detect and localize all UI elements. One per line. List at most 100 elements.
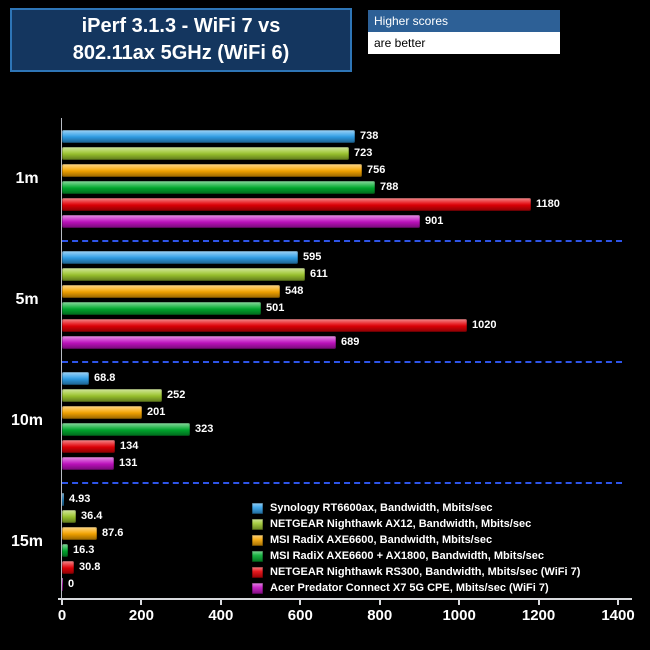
bar	[62, 406, 142, 419]
legend-swatch-icon	[252, 566, 263, 578]
bar-value-label: 738	[360, 130, 379, 142]
legend-item: MSI RadiX AXE6600, Bandwidth, Mbits/sec	[252, 532, 580, 548]
legend-label: Acer Predator Connect X7 5G CPE, Mbits/s…	[270, 582, 549, 594]
bar	[62, 319, 467, 332]
bar	[62, 336, 336, 349]
group-separator	[62, 361, 622, 363]
x-tick-label: 0	[57, 607, 67, 624]
chart-title-line2: 802.11ax 5GHz (WiFi 6)	[72, 42, 290, 64]
bar	[62, 510, 76, 523]
legend-label: MSI RadiX AXE6600 + AX1800, Bandwidth, M…	[270, 550, 544, 562]
bar	[62, 302, 261, 315]
bar	[62, 268, 305, 281]
bar	[62, 493, 64, 506]
bar	[62, 527, 97, 540]
legend-swatch-icon	[252, 502, 263, 514]
category-label: 15m	[10, 533, 44, 550]
legend-swatch-icon	[252, 518, 263, 530]
bar	[62, 147, 349, 160]
bar-value-label: 36.4	[81, 510, 103, 522]
x-tick-label: 400	[208, 607, 234, 624]
legend-item: Acer Predator Connect X7 5G CPE, Mbits/s…	[252, 580, 580, 596]
category-label: 5m	[15, 291, 39, 308]
x-tick-mark	[140, 600, 143, 605]
category-label: 1m	[15, 170, 39, 187]
legend-swatch-icon	[252, 550, 263, 562]
bar-value-label: 1180	[536, 198, 560, 210]
bar-value-label: 131	[119, 457, 138, 469]
bar-value-label: 16.3	[73, 544, 95, 556]
x-tick-mark	[537, 600, 540, 605]
x-tick-label: 1000	[442, 607, 476, 624]
bar-value-label: 548	[285, 285, 304, 297]
legend-item: NETGEAR Nighthawk AX12, Bandwidth, Mbits…	[252, 516, 580, 532]
x-tick-label: 800	[367, 607, 393, 624]
bar-value-label: 323	[195, 423, 214, 435]
x-tick-label: 600	[287, 607, 313, 624]
bar	[62, 215, 420, 228]
chart-title-line1: iPerf 3.1.3 - WiFi 7 vs	[81, 15, 281, 37]
category-label: 10m	[10, 412, 44, 429]
bar	[62, 130, 355, 143]
bar-value-label: 689	[341, 336, 360, 348]
x-tick-mark	[617, 600, 619, 605]
x-tick-mark	[458, 600, 461, 605]
bar-value-label: 756	[367, 164, 386, 176]
bar	[62, 164, 362, 177]
x-tick-label: 200	[128, 607, 154, 624]
bar	[62, 457, 114, 470]
bar-value-label: 252	[167, 389, 186, 401]
group-separator	[62, 482, 622, 484]
note-box: Higher scores are better	[368, 10, 560, 54]
bar-value-label: 901	[425, 215, 444, 227]
legend-item: Synology RT6600ax, Bandwidth, Mbits/sec	[252, 500, 580, 516]
bar-value-label: 87.6	[102, 527, 124, 539]
bar	[62, 198, 531, 211]
bar	[62, 440, 115, 453]
legend-label: NETGEAR Nighthawk AX12, Bandwidth, Mbits…	[270, 518, 532, 530]
bar-value-label: 134	[120, 440, 139, 452]
group-separator	[62, 240, 622, 242]
bar	[62, 285, 280, 298]
legend-label: MSI RadiX AXE6600, Bandwidth, Mbits/sec	[270, 534, 493, 546]
legend-label: NETGEAR Nighthawk RS300, Bandwidth, Mbit…	[270, 566, 581, 578]
x-tick-mark	[299, 600, 302, 605]
bar-value-label: 4.93	[69, 493, 91, 505]
x-tick-label: 1200	[521, 607, 556, 624]
chart-title-box: iPerf 3.1.3 - WiFi 7 vs 802.11ax 5GHz (W…	[10, 8, 352, 72]
x-tick-mark	[378, 600, 381, 605]
bar-value-label: 611	[310, 268, 328, 280]
x-tick-label: 1400	[601, 607, 635, 624]
bar	[62, 561, 74, 574]
legend-swatch-icon	[252, 534, 263, 546]
bar-value-label: 68.8	[94, 372, 116, 384]
legend-item: NETGEAR Nighthawk RS300, Bandwidth, Mbit…	[252, 564, 580, 580]
bar-value-label: 723	[354, 147, 373, 159]
bar	[62, 251, 298, 264]
legend: Synology RT6600ax, Bandwidth, Mbits/sec N…	[252, 500, 580, 596]
bar-value-label: 30.8	[79, 561, 101, 573]
bar-value-label: 1020	[472, 319, 497, 331]
bar-value-label: 501	[266, 302, 285, 314]
bar	[62, 578, 63, 591]
bar	[62, 389, 162, 402]
x-axis-line	[58, 598, 632, 600]
x-tick-mark	[61, 600, 63, 605]
bar	[62, 372, 89, 385]
x-tick-mark	[219, 600, 222, 605]
y-axis-line	[61, 118, 62, 600]
bar	[62, 423, 190, 436]
legend-item: MSI RadiX AXE6600 + AX1800, Bandwidth, M…	[252, 548, 580, 564]
bar-value-label: 788	[380, 181, 399, 193]
legend-label: Synology RT6600ax, Bandwidth, Mbits/sec	[270, 502, 493, 514]
bar-value-label: 0	[68, 578, 75, 590]
note-are-better: are better	[368, 32, 560, 54]
note-higher-scores: Higher scores	[368, 10, 560, 32]
legend-swatch-icon	[252, 582, 263, 594]
bar	[62, 544, 68, 557]
bar-value-label: 201	[147, 406, 166, 418]
bar-value-label: 595	[303, 251, 322, 263]
bar	[62, 181, 375, 194]
